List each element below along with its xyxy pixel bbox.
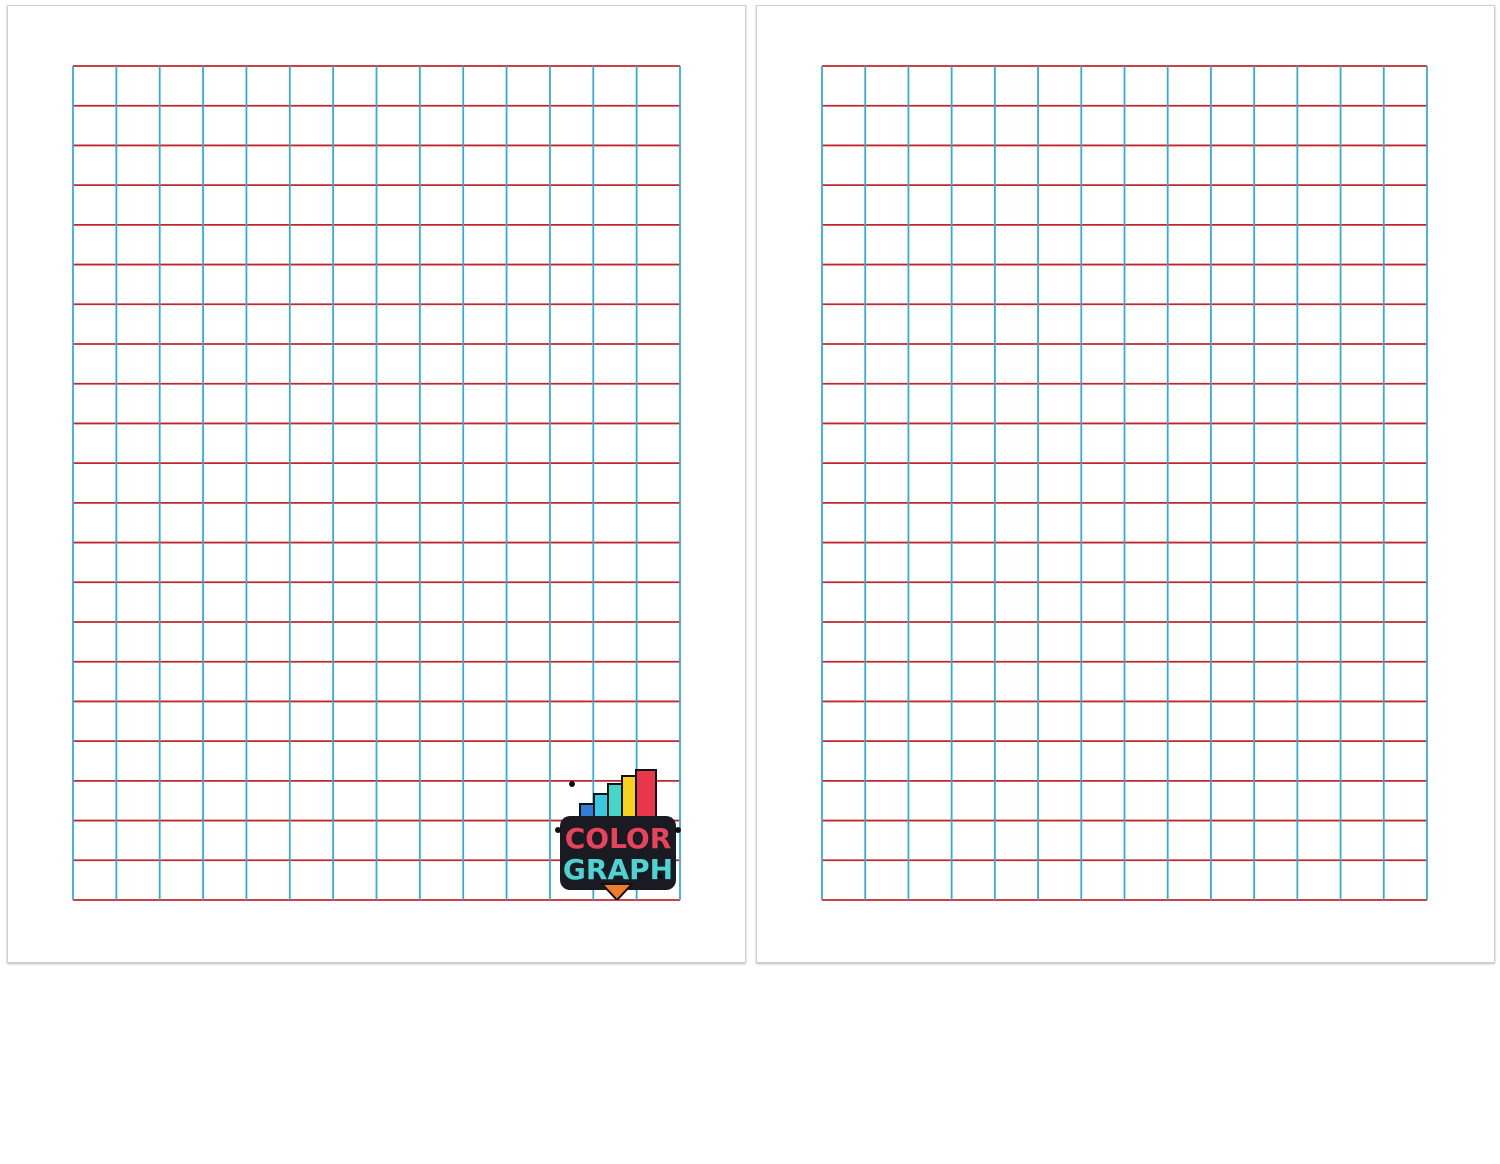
graph-paper-page-right <box>756 5 1495 963</box>
graph-paper-page-left: COLOR GRAPH <box>7 5 746 963</box>
logo-arrow-icon <box>599 883 635 900</box>
grid-left <box>72 65 681 901</box>
grid-right <box>821 65 1428 901</box>
colorgraph-logo: COLOR GRAPH <box>555 769 681 900</box>
logo-text-line2: GRAPH <box>563 853 673 886</box>
logo-text-line1: COLOR <box>565 822 672 855</box>
logo-bars-icon <box>579 769 657 825</box>
